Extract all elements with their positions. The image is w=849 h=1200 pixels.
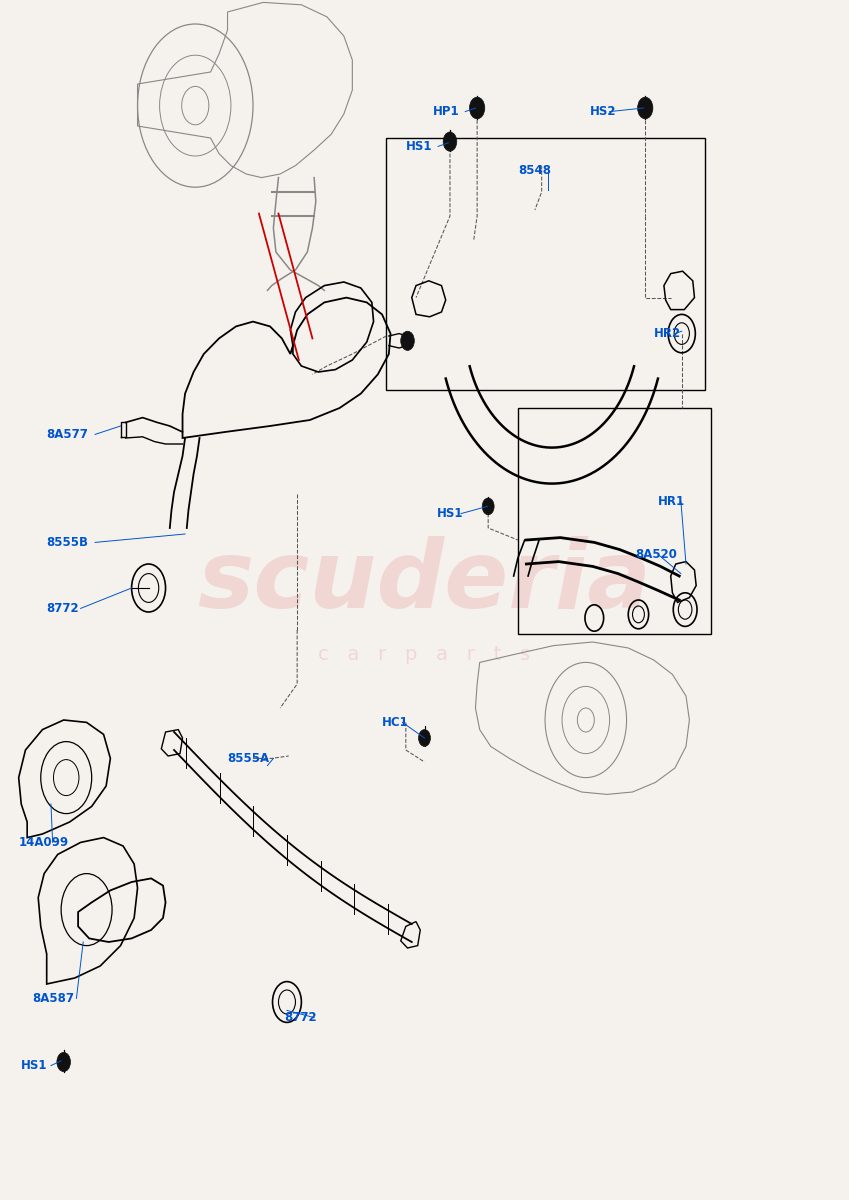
Text: 8A577: 8A577 — [47, 428, 88, 440]
Text: 8555B: 8555B — [47, 536, 88, 548]
Bar — [518, 408, 711, 634]
Text: HS1: HS1 — [406, 140, 432, 152]
Text: 8548: 8548 — [518, 164, 551, 176]
Text: 14A099: 14A099 — [19, 836, 69, 848]
Text: 8772: 8772 — [47, 602, 79, 614]
Text: HP1: HP1 — [433, 106, 459, 118]
Circle shape — [419, 730, 430, 746]
Bar — [386, 138, 705, 390]
Text: HC1: HC1 — [382, 716, 409, 728]
Text: HR1: HR1 — [658, 496, 685, 508]
Circle shape — [638, 97, 653, 119]
Text: scuderia: scuderia — [198, 536, 651, 628]
Text: 8772: 8772 — [284, 1012, 317, 1024]
Circle shape — [443, 132, 457, 151]
Circle shape — [482, 498, 494, 515]
Text: 8555A: 8555A — [228, 752, 270, 764]
Text: HS2: HS2 — [590, 106, 616, 118]
Text: c   a   r   p   a   r   t   s: c a r p a r t s — [318, 644, 531, 664]
Circle shape — [57, 1052, 70, 1072]
Text: HS1: HS1 — [21, 1060, 48, 1072]
Text: HR2: HR2 — [654, 328, 681, 340]
Text: 8A520: 8A520 — [635, 548, 677, 560]
Text: 8A587: 8A587 — [32, 992, 74, 1004]
Circle shape — [401, 331, 414, 350]
Circle shape — [469, 97, 485, 119]
Text: HS1: HS1 — [437, 508, 464, 520]
